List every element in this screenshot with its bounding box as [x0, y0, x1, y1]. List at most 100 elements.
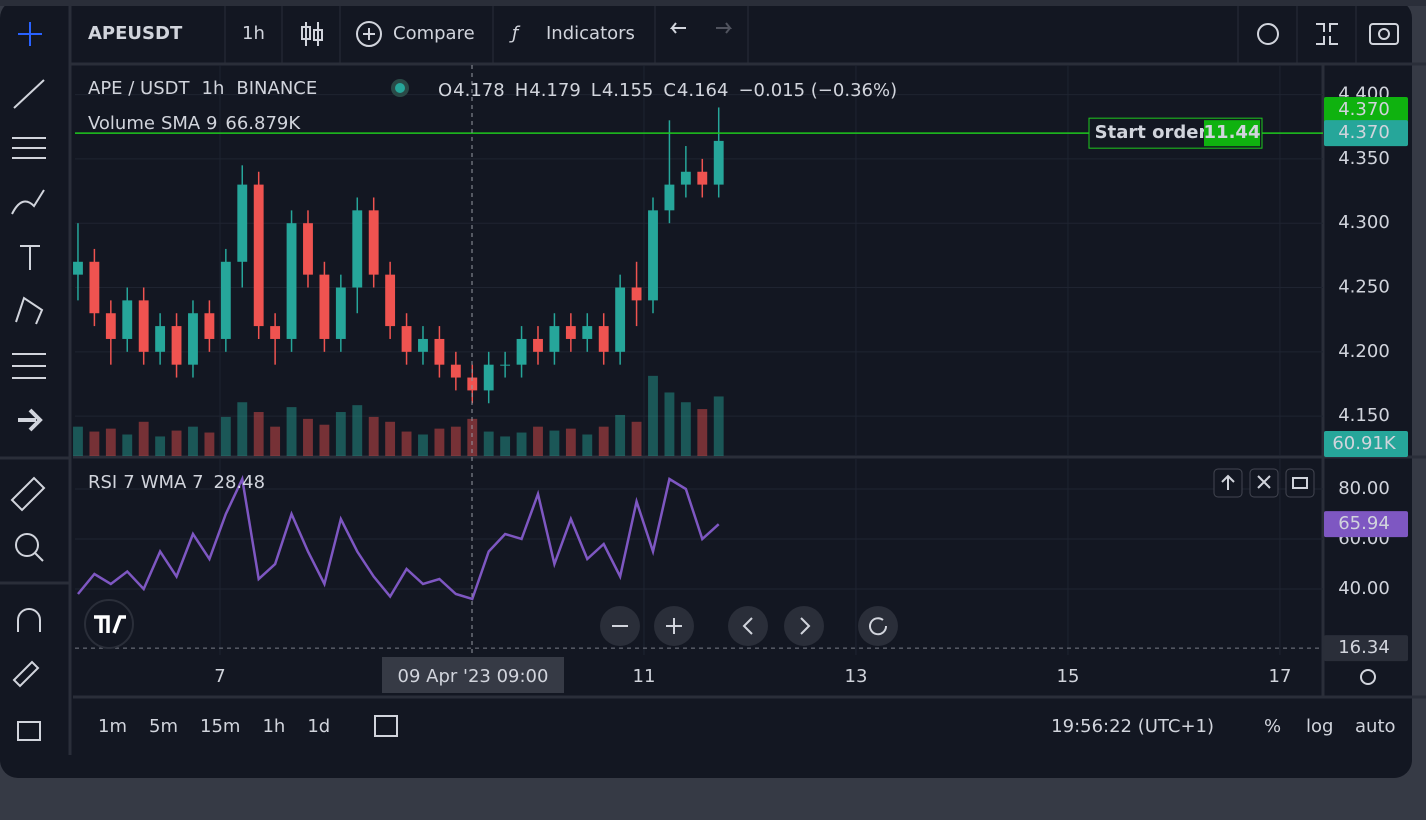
candle-body [138, 300, 149, 352]
rsi-tick-label: 40.00 [1338, 578, 1390, 599]
candle-body [89, 261, 100, 314]
candle-body [418, 338, 428, 352]
price-badge-label: 4.370 [1338, 122, 1390, 143]
fx-icon: ƒ [509, 23, 521, 44]
volume-bar [648, 375, 658, 456]
legend-rsi-length: 7 [123, 472, 134, 493]
price-badge [1324, 635, 1408, 662]
price-badge [1324, 120, 1408, 147]
volume-bar [237, 402, 248, 456]
candle-body [533, 338, 543, 352]
log[interactable]: log [1306, 716, 1333, 737]
legend-volume-value: 66.879K [225, 113, 301, 134]
candle-body [631, 287, 642, 301]
nav-button[interactable] [858, 606, 898, 646]
candle-body [483, 364, 494, 391]
rsi-tick-label: 80.00 [1338, 478, 1390, 499]
timeframe[interactable]: 1h [262, 716, 285, 737]
volume-bar [500, 436, 511, 456]
nav-button[interactable] [784, 606, 824, 646]
candle-body [615, 287, 626, 352]
volume-bar [418, 434, 428, 456]
y-tick-label: 4.350 [1338, 148, 1390, 169]
volume-bar [434, 428, 445, 456]
timeframe[interactable]: 1d [307, 716, 330, 737]
legend-volume-sma: SMA 9 [161, 113, 217, 134]
candle-body [450, 364, 461, 378]
panel [0, 0, 1412, 778]
symbol[interactable]: APEUSDT [88, 23, 183, 44]
rsi-line [77, 474, 720, 601]
price-badge-label: 16.34 [1338, 637, 1390, 658]
candle-body [122, 300, 133, 339]
percent[interactable]: % [1264, 716, 1281, 737]
x-tick-label: 17 [1269, 666, 1292, 687]
volume-bar [697, 409, 708, 456]
price-badge-label: 65.94 [1338, 513, 1390, 534]
indicators[interactable]: Indicators [546, 23, 635, 44]
x-tick-label: 11 [633, 666, 656, 687]
volume-bar [270, 426, 281, 456]
volume-bar [220, 416, 231, 456]
timeframe[interactable]: 5m [149, 716, 178, 737]
date-range-icon[interactable] [374, 715, 398, 737]
candle-body [434, 338, 445, 365]
volume-bar [598, 426, 609, 456]
volume-bar [155, 436, 166, 456]
volume-bar [516, 432, 527, 456]
candle-body [220, 261, 231, 339]
top-toolbar-icons[interactable] [301, 21, 1399, 47]
left-toolbar[interactable] [10, 22, 46, 741]
volume-bar [582, 434, 593, 456]
volume-bar [73, 426, 83, 456]
volume-bar [615, 414, 626, 456]
price-badge [1324, 431, 1408, 457]
nav-button[interactable] [728, 606, 768, 646]
price-badge-label: 60.91K [1332, 433, 1397, 454]
legend-interval: 1h [202, 78, 225, 99]
volume-bar [188, 426, 198, 456]
timeframe[interactable]: 15m [200, 716, 240, 737]
order-qty: 11.44 [1204, 122, 1261, 143]
price-badge [1324, 97, 1408, 123]
volume-bar [89, 431, 100, 456]
timeframe[interactable]: 1m [98, 716, 127, 737]
candle-body [664, 184, 675, 211]
volume-bar [533, 426, 543, 456]
settings-icon [1360, 669, 1376, 685]
candle-body [188, 313, 198, 365]
candle-body [73, 261, 83, 275]
candle-body [598, 326, 609, 352]
legend-ohlc: 4.179 [529, 80, 581, 101]
candle-body [697, 171, 708, 185]
y-tick-label: 4.300 [1338, 212, 1390, 233]
compare[interactable]: Compare [393, 23, 475, 44]
interval[interactable]: 1h [242, 23, 265, 44]
order-qty-box [1204, 120, 1260, 147]
y-tick-label: 4.200 [1338, 341, 1390, 362]
candle-body [352, 210, 363, 288]
legend-ohlc: C [663, 80, 676, 101]
legend-rsi-name: RSI [88, 472, 117, 493]
volume-bar [204, 432, 215, 456]
candle-body [368, 210, 379, 275]
candle-body [516, 338, 527, 365]
volume-bar [171, 430, 182, 456]
candle-body [385, 274, 396, 327]
candle-body [105, 313, 116, 339]
candle-body [270, 326, 281, 339]
pane-button[interactable] [1285, 468, 1315, 498]
candle-body [401, 326, 412, 352]
volume-bar [105, 428, 116, 456]
candle-body [204, 313, 215, 339]
candle-body [500, 364, 511, 366]
auto[interactable]: auto [1355, 716, 1396, 737]
legend-exchange: BINANCE [236, 78, 317, 99]
x-tick-label: 15 [1057, 666, 1080, 687]
volume-bar [565, 428, 576, 456]
legend-rsi-value: 28.48 [214, 472, 266, 493]
candle-body [171, 326, 182, 365]
candle-body [565, 326, 576, 339]
